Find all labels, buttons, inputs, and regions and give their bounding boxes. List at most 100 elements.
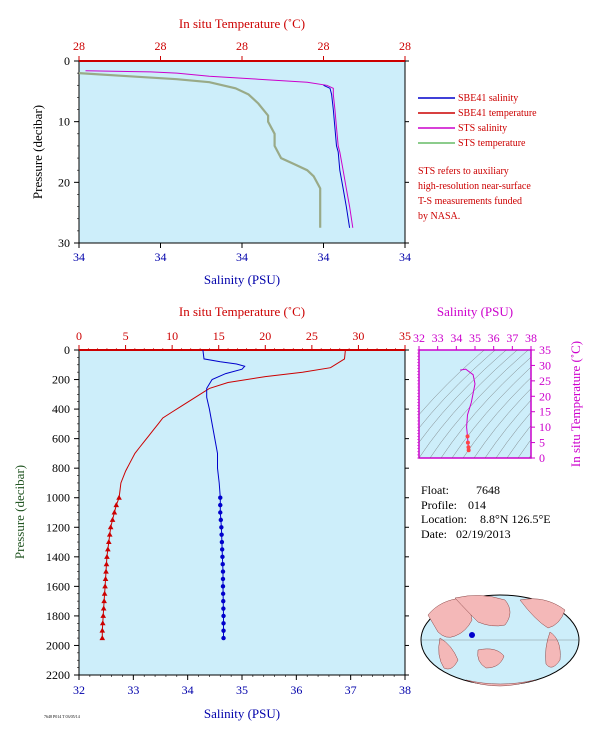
main-temperature-tick-label: 5 xyxy=(123,329,129,343)
ts-salinity-tick-label: 32 xyxy=(413,331,425,345)
main-pressure-tick-label: 1600 xyxy=(46,579,70,593)
main-pressure-axis-label: Pressure (decibar) xyxy=(12,465,27,559)
salinity-dot-marker xyxy=(220,562,225,567)
date-label: Date: xyxy=(421,527,447,541)
temperature-triangle-marker xyxy=(106,531,113,537)
ts-density-contour xyxy=(429,350,529,458)
legend-label-sbe41-temperature: SBE41 temperature xyxy=(458,108,537,119)
sts-note-line: high-resolution near-surface xyxy=(418,181,531,192)
top-series-sts-salinity xyxy=(85,70,354,228)
map-land-asia-east xyxy=(454,595,511,627)
salinity-dot-marker xyxy=(220,576,226,582)
main-pressure-tick-label: 0 xyxy=(64,343,70,357)
ts-density-contour xyxy=(484,399,531,458)
profile-value: 014 xyxy=(468,498,486,512)
salinity-dot-marker xyxy=(221,613,226,619)
main-pressure-tick-label: 600 xyxy=(52,432,70,446)
ts-density-contour xyxy=(440,356,531,458)
main-temperature-axis-label: In situ Temperature (˚C) xyxy=(179,304,305,319)
map-land-north-america xyxy=(519,598,566,629)
ts-temperature-axis-label: In situ Temperature (˚C) xyxy=(568,341,583,467)
footer-small-text: 7648 P014 T 03/05/14 xyxy=(44,714,80,719)
salinity-dot-marker xyxy=(218,495,223,500)
ts-density-contour xyxy=(419,350,496,429)
salinity-dot-marker xyxy=(218,510,223,515)
top-legend: SBE41 salinity SBE41 temperature STS sal… xyxy=(418,93,537,149)
main-salinity-tick-label: 34 xyxy=(182,683,194,697)
float-value: 7648 xyxy=(476,483,500,497)
main-salinity-tick-label: 33 xyxy=(127,683,139,697)
main-pressure-tick-label: 800 xyxy=(52,461,70,475)
ts-salinity-tick-label: 37 xyxy=(506,331,518,345)
top-temperature-axis-label: In situ Temperature (˚C) xyxy=(179,16,305,31)
top-pressure-axis-label: Pressure (decibar) xyxy=(30,105,45,199)
ts-temperature-tick-label: 25 xyxy=(539,374,551,388)
main-salinity-axis-label: Salinity (PSU) xyxy=(204,706,280,721)
ts-deep-point xyxy=(466,445,471,450)
top-temperature-tick-label: 28 xyxy=(318,39,330,53)
main-pressure-tick-label: 400 xyxy=(52,402,70,416)
map-land-south-america xyxy=(545,631,561,668)
main-temperature-tick-label: 10 xyxy=(166,329,178,343)
ts-salinity-ticks: 32 33 34 35 36 37 38 xyxy=(413,331,537,350)
temperature-triangle-marker xyxy=(106,539,112,545)
top-temperature-tick-label: 28 xyxy=(155,39,167,53)
sts-note-line: by NASA. xyxy=(418,211,460,222)
ts-density-contour xyxy=(473,388,531,458)
temperature-triangle-marker xyxy=(103,561,110,567)
salinity-dot-marker xyxy=(221,628,226,633)
main-pressure-tick-label: 2000 xyxy=(46,638,70,652)
temperature-triangle-marker xyxy=(100,612,107,618)
temperature-triangle-marker xyxy=(113,502,120,508)
main-pressure-tick-label: 1200 xyxy=(46,520,70,534)
legend-label-sts-salinity: STS salinity xyxy=(458,123,507,134)
temperature-triangle-marker xyxy=(99,620,106,626)
sts-note-line: STS refers to auxiliary xyxy=(418,166,509,177)
main-pressure-tick-label: 1800 xyxy=(46,609,70,623)
top-temperature-tick-label: 28 xyxy=(236,39,248,53)
salinity-dot-marker xyxy=(221,621,226,626)
ts-salinity-tick-label: 38 xyxy=(525,331,537,345)
main-temperature-ticks: 0 5 10 15 20 25 30 35 xyxy=(76,329,411,350)
ts-density-contour xyxy=(419,350,518,458)
ts-temperature-tick-label: 10 xyxy=(539,420,551,434)
top-pressure-tick-label: 0 xyxy=(64,54,70,68)
ts-salinity-tick-label: 33 xyxy=(432,331,444,345)
top-temperature-tick-label: 28 xyxy=(399,39,411,53)
ts-temperature-tick-label: 20 xyxy=(539,389,551,403)
salinity-dot-marker xyxy=(221,598,226,604)
ts-deep-point xyxy=(466,448,471,453)
map-float-location-marker xyxy=(469,632,475,638)
main-pressure-tick-label: 200 xyxy=(52,373,70,387)
top-series-sts-temperature xyxy=(78,72,322,228)
top-plot-area xyxy=(78,60,406,244)
main-temperature-tick-label: 35 xyxy=(399,329,411,343)
ts-temperature-tick-label: 0 xyxy=(539,451,545,465)
temperature-triangle-marker xyxy=(101,590,108,596)
temperature-triangle-marker xyxy=(111,509,118,515)
ts-salinity-tick-label: 34 xyxy=(450,331,462,345)
main-pressure-tick-label: 2200 xyxy=(46,668,70,682)
ts-density-contours xyxy=(419,350,531,458)
salinity-dot-marker xyxy=(219,532,224,537)
top-pressure-tick-label: 10 xyxy=(58,115,70,129)
main-panel: 0 5 10 15 20 25 30 35 32 33 34 35 36 37 38 0 200 400 600… xyxy=(12,304,411,721)
main-salinity-tick-label: 38 xyxy=(399,683,411,697)
ts-density-contour xyxy=(495,412,531,458)
ts-temperature-tick-label: 5 xyxy=(539,436,545,450)
main-plot-area xyxy=(78,349,406,676)
ts-series-group xyxy=(460,368,476,453)
top-temperature-tick-label: 28 xyxy=(73,39,85,53)
ts-salinity-tick-label: 36 xyxy=(488,331,500,345)
temperature-triangle-marker xyxy=(107,524,114,530)
main-pressure-ticks: 0 200 400 600 800 1000 1200 1400 1600 1800 2000 220… xyxy=(46,343,409,682)
temperature-triangle-marker xyxy=(101,598,107,604)
ts-density-contour xyxy=(506,425,531,458)
temperature-triangle-marker xyxy=(105,546,111,552)
salinity-dot-marker xyxy=(219,539,225,545)
main-temperature-tick-label: 25 xyxy=(306,329,318,343)
top-temperature-ticks: 28 28 28 28 28 xyxy=(73,39,411,61)
top-salinity-ticks: 34 34 34 34 34 xyxy=(73,243,411,264)
